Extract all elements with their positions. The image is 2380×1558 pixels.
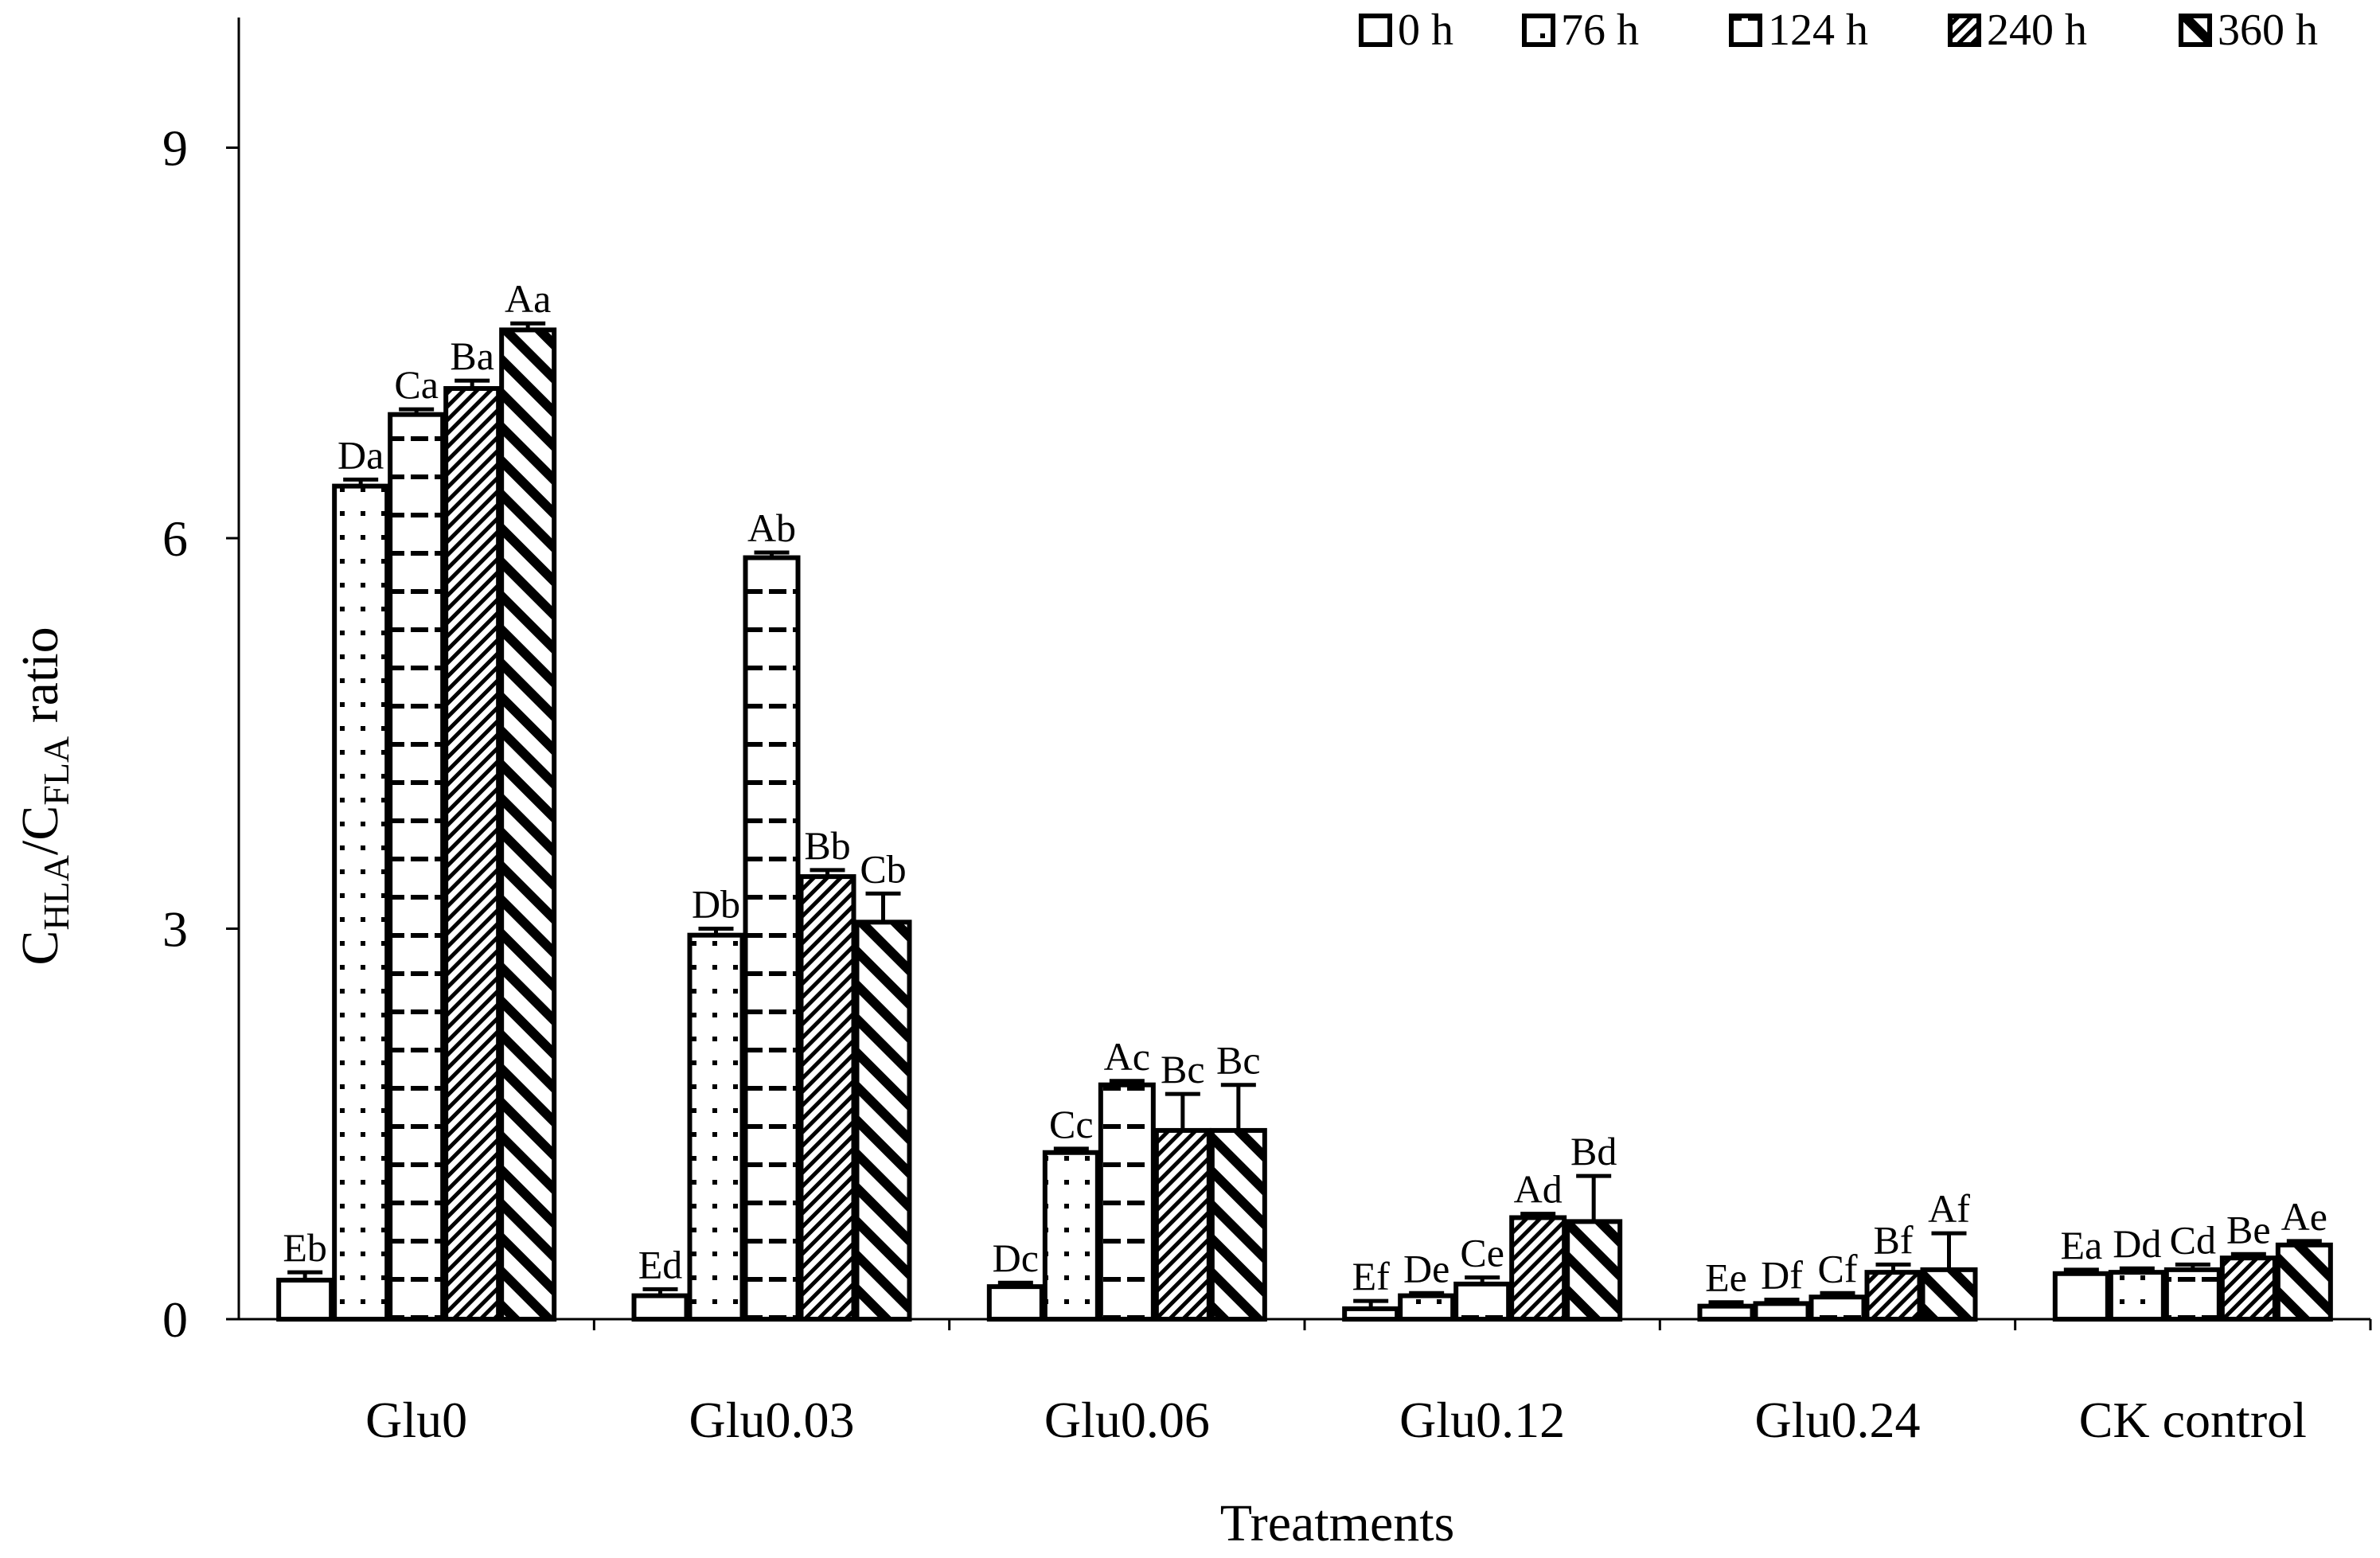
bar-significance-label: Eb — [283, 1225, 327, 1270]
y-axis-title-c1: C — [11, 931, 69, 966]
bar-significance-label: Dd — [2113, 1221, 2161, 1266]
y-axis-title-slash: / — [11, 840, 69, 855]
legend-swatch — [2179, 14, 2212, 47]
bar-significance-label: Ab — [747, 506, 796, 550]
y-tick-label: 3 — [162, 901, 188, 958]
bar-significance-label: Ed — [638, 1242, 683, 1287]
bar-significance-label: Be — [2226, 1207, 2271, 1251]
bar — [1398, 1293, 1456, 1322]
y-axis-title-c2: C — [11, 806, 69, 841]
bar — [687, 932, 745, 1322]
bar-significance-label: Bc — [1216, 1038, 1261, 1083]
bar-significance-label: Aa — [505, 276, 551, 321]
y-axis-title-suffix: ratio — [11, 627, 69, 736]
legend-label: 360 h — [2218, 6, 2318, 55]
bar-significance-label: Cb — [860, 846, 906, 891]
legend-swatch — [1522, 14, 1555, 47]
x-category-label: Glu0.12 — [1399, 1392, 1565, 1448]
bar-significance-label: Ae — [2281, 1194, 2327, 1239]
bar — [1697, 1303, 1755, 1322]
y-tick-label: 0 — [162, 1291, 188, 1348]
bar-significance-label: Db — [692, 882, 740, 927]
bar — [443, 385, 501, 1322]
bar — [1753, 1301, 1811, 1322]
bar-significance-label: Da — [337, 432, 384, 477]
bar — [1565, 1219, 1623, 1322]
y-axis-title-sub2: FLA — [36, 736, 76, 806]
bar-significance-label: Ba — [450, 334, 494, 378]
y-axis-title-sub1: HLA — [36, 855, 76, 931]
bar-significance-label: Cd — [2170, 1217, 2216, 1262]
bar — [276, 1277, 334, 1322]
legend-swatch — [1729, 14, 1762, 47]
legend-swatch — [1948, 14, 1981, 47]
x-category-label: CK control — [2079, 1392, 2307, 1448]
bar-significance-label: Ca — [394, 362, 439, 407]
bar — [1153, 1127, 1211, 1322]
x-category-label: Glu0.03 — [689, 1392, 855, 1448]
bar-significance-label: Cc — [1049, 1102, 1094, 1146]
bar — [2052, 1271, 2110, 1322]
x-axis-title: Treatments — [1220, 1494, 1455, 1552]
bar-significance-label: Bd — [1570, 1129, 1617, 1173]
x-category-label: Glu0 — [365, 1392, 467, 1448]
legend-label: 240 h — [1987, 6, 2087, 55]
bar — [1509, 1215, 1567, 1322]
bar — [1920, 1267, 1978, 1322]
bar — [1042, 1150, 1100, 1322]
bar — [1864, 1270, 1922, 1322]
bar — [499, 327, 557, 1322]
bar-significance-label: Bc — [1161, 1047, 1205, 1091]
bar-significance-label: De — [1403, 1246, 1449, 1291]
bar — [388, 412, 446, 1322]
bar — [2108, 1270, 2166, 1322]
legend-label: 0 h — [1398, 6, 1453, 55]
bar-significance-label: Ef — [1352, 1254, 1391, 1298]
bar-significance-label: Bf — [1874, 1217, 1914, 1262]
bar — [1098, 1082, 1156, 1322]
bar-significance-label: Ee — [1705, 1255, 1747, 1300]
bar — [2163, 1267, 2222, 1322]
bar — [798, 874, 856, 1322]
legend-label: 76 h — [1561, 6, 1639, 55]
y-tick-label: 6 — [162, 510, 188, 567]
bar — [2275, 1242, 2333, 1322]
x-category-label: Glu0.24 — [1755, 1392, 1921, 1448]
bar-significance-label: Ce — [1460, 1231, 1504, 1275]
bar — [743, 555, 801, 1322]
bar-significance-label: Cf — [1818, 1246, 1858, 1291]
bar — [631, 1293, 689, 1322]
bar-significance-label: Bb — [804, 823, 850, 868]
bar-significance-label: Af — [1928, 1186, 1970, 1231]
bar-significance-label: Ac — [1104, 1034, 1150, 1079]
bar — [854, 920, 912, 1322]
bar — [332, 483, 390, 1322]
x-category-label: Glu0.06 — [1044, 1392, 1210, 1448]
y-tick-label: 9 — [162, 120, 188, 177]
legend-label: 124 h — [1768, 6, 1868, 55]
bar-significance-label: Df — [1761, 1252, 1803, 1297]
bar — [2219, 1255, 2277, 1322]
y-axis-title: CHLA/CFLA ratio — [11, 627, 76, 965]
bar-significance-label: Ea — [2060, 1223, 2102, 1267]
legend-swatch — [1359, 14, 1392, 47]
bar — [986, 1284, 1044, 1322]
bar-significance-label: Ad — [1514, 1167, 1563, 1212]
bar — [1808, 1294, 1867, 1322]
bar-significance-label: Dc — [993, 1236, 1039, 1280]
bar — [1453, 1281, 1512, 1322]
bar — [1342, 1306, 1400, 1322]
bar — [1209, 1127, 1267, 1322]
